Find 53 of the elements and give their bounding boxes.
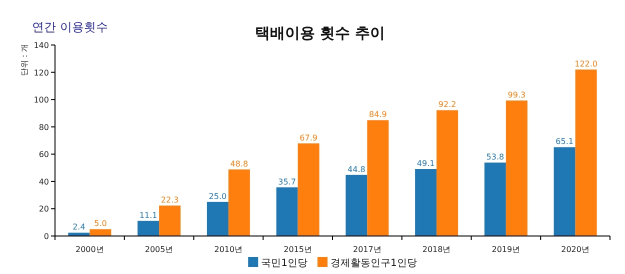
data-label: 35.7 xyxy=(278,177,296,186)
bar xyxy=(206,202,228,236)
bar xyxy=(436,110,458,236)
bar xyxy=(90,229,112,236)
y-tick-label: 80 xyxy=(38,122,49,132)
bar xyxy=(138,220,160,236)
data-label: 53.8 xyxy=(486,152,504,162)
bar xyxy=(575,70,597,236)
y-axis-title: 단위 : 개 xyxy=(20,44,29,76)
legend-label: 경제활동인구1인당 xyxy=(330,258,417,269)
chart-subtitle: 연간 이용횟수 xyxy=(32,20,108,34)
data-label: 2.4 xyxy=(72,222,86,232)
y-tick-label: 100 xyxy=(34,96,49,105)
bar xyxy=(415,169,437,236)
data-label: 65.1 xyxy=(556,137,574,146)
bar xyxy=(159,206,181,236)
x-tick-label: 2019년 xyxy=(492,245,520,254)
bar xyxy=(367,120,389,236)
bar xyxy=(346,174,368,236)
data-label: 99.3 xyxy=(508,90,526,100)
x-tick-label: 2018년 xyxy=(422,245,451,254)
legend-label: 국민1인당 xyxy=(261,258,308,269)
x-tick-label: 2005년 xyxy=(144,245,174,254)
data-label: 44.8 xyxy=(348,164,366,174)
y-tick-label: 40 xyxy=(38,177,49,186)
data-label: 11.1 xyxy=(139,210,158,220)
x-tick-label: 2017년 xyxy=(353,245,382,254)
data-label: 25.0 xyxy=(208,192,227,201)
data-label: 22.3 xyxy=(160,196,179,205)
x-tick-label: 2015년 xyxy=(284,245,312,254)
data-label: 49.1 xyxy=(416,159,435,168)
y-tick-label: 140 xyxy=(34,41,49,50)
data-label: 84.9 xyxy=(369,110,387,120)
y-tick-label: 60 xyxy=(38,150,49,160)
bar xyxy=(298,143,320,236)
bar xyxy=(276,187,298,236)
x-tick-label: 2000년 xyxy=(76,245,104,254)
data-label: 48.8 xyxy=(230,159,248,168)
data-label: 92.2 xyxy=(438,100,456,110)
data-label: 122.0 xyxy=(574,60,598,69)
x-tick-label: 2010년 xyxy=(214,245,243,254)
data-label: 5.0 xyxy=(94,219,107,228)
y-tick-label: 20 xyxy=(38,204,49,214)
x-tick-label: 2020년 xyxy=(561,245,590,254)
bar xyxy=(68,232,90,236)
bar xyxy=(554,147,576,236)
bar xyxy=(506,100,528,236)
data-label: 67.9 xyxy=(300,133,318,142)
y-tick-label: 120 xyxy=(34,68,49,78)
chart-title: 택배이용 횟수 추이 xyxy=(254,24,386,42)
bar xyxy=(484,162,506,236)
y-tick-label: 0 xyxy=(44,232,49,241)
bar xyxy=(228,169,250,236)
